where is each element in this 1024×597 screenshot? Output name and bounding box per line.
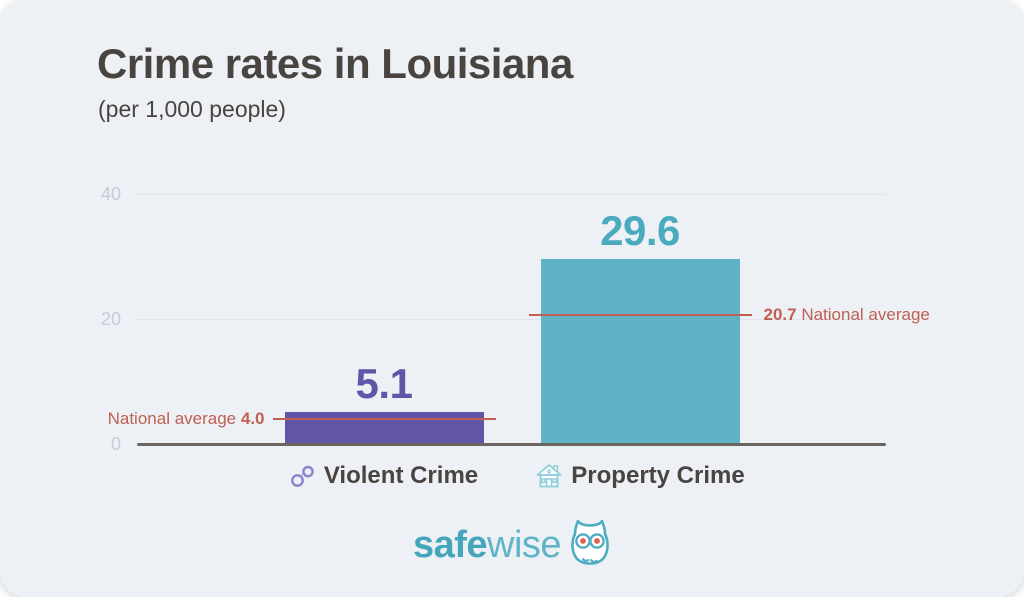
bar-value-violent: 5.1 xyxy=(355,360,413,408)
brand-wise: wise xyxy=(487,524,562,566)
national-average-label-violent: National average 4.0 xyxy=(108,408,265,430)
bar-violent xyxy=(284,412,484,444)
gridline-20 xyxy=(137,318,886,320)
avg-label-text: National average xyxy=(801,304,930,324)
national-average-line-violent xyxy=(272,418,496,420)
avg-label-text: National average xyxy=(107,409,237,428)
gridline-40 xyxy=(137,193,886,195)
bar-property xyxy=(540,259,740,444)
brand-wordmark: safewise xyxy=(412,521,562,569)
y-tick-label-20: 20 xyxy=(100,309,121,329)
x-axis-line xyxy=(137,443,886,446)
page-subtitle: (per 1,000 people) xyxy=(98,96,286,122)
brand-footer: safewise xyxy=(0,518,1024,572)
house-icon xyxy=(535,462,563,490)
category-label-violent: Violent Crime xyxy=(234,458,534,494)
avg-label-value: 4.0 xyxy=(240,409,265,428)
page-title: Crime rates in Louisiana xyxy=(97,40,573,87)
y-tick-label-0: 0 xyxy=(110,434,121,454)
category-label-text: Property Crime xyxy=(571,462,745,489)
handcuffs-icon xyxy=(290,463,316,489)
brand-safe: safe xyxy=(412,524,488,566)
bar-value-property: 29.6 xyxy=(600,207,680,254)
avg-label-value: 20.7 xyxy=(763,304,797,324)
category-label-text: Violent Crime xyxy=(323,462,479,489)
owl-icon xyxy=(569,518,611,568)
national-average-line-property xyxy=(528,313,752,316)
category-label-property: Property Crime xyxy=(490,458,790,494)
national-average-label-property: 20.7 National average xyxy=(764,304,930,326)
y-tick-label-40: 40 xyxy=(100,184,121,204)
